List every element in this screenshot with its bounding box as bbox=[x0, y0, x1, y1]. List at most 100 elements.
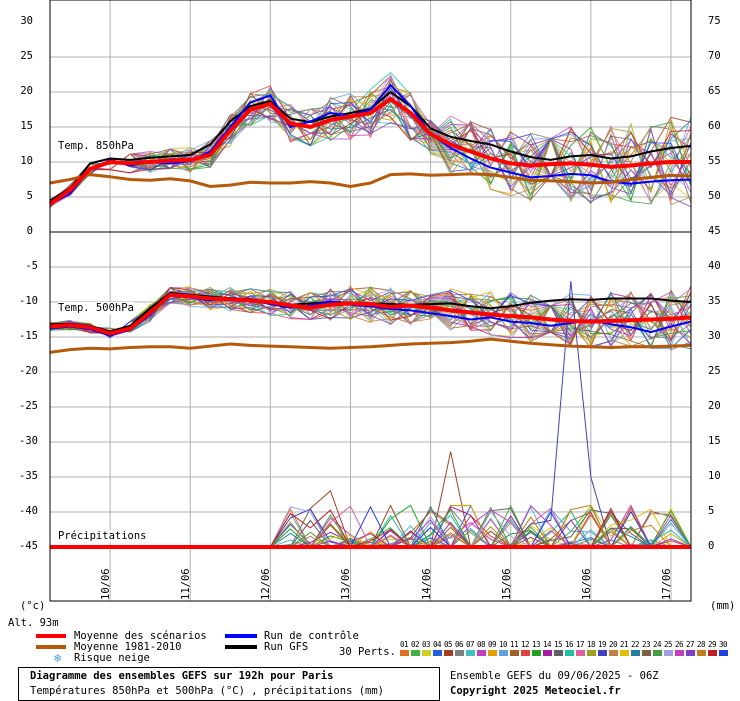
altitude-label: Alt. 93m bbox=[8, 617, 59, 629]
ensemble-member-line bbox=[49, 99, 692, 203]
pert-swatch bbox=[708, 650, 717, 656]
pert-number: 29 bbox=[708, 640, 717, 649]
legend-clim-label: Moyenne 1981-2010 bbox=[74, 641, 182, 653]
legend-gfs-swatch bbox=[225, 645, 257, 649]
pert-number: 21 bbox=[620, 640, 629, 649]
pert-number: 07 bbox=[466, 640, 475, 649]
pert-swatch bbox=[598, 650, 607, 656]
legend-mean-label: Moyenne des scénarios bbox=[74, 630, 207, 642]
pert-swatch bbox=[499, 650, 508, 656]
legend-perts-label: 30 Perts. bbox=[339, 646, 396, 658]
ytick-500-left: -10 bbox=[19, 295, 38, 307]
pert-swatch bbox=[488, 650, 497, 656]
ensemble-member-line bbox=[49, 75, 692, 207]
xtick-label: 10/06 bbox=[100, 568, 113, 600]
footer-copyright: Copyright 2025 Meteociel.fr bbox=[450, 685, 621, 697]
ytick-850-right: 55 bbox=[708, 155, 721, 167]
ytick-500-left: -35 bbox=[19, 470, 38, 482]
pert-number: 27 bbox=[686, 640, 695, 649]
pert-number: 04 bbox=[433, 640, 442, 649]
left-unit-label: (°c) bbox=[20, 600, 46, 612]
ensemble-member-line bbox=[49, 285, 692, 339]
ytick-850-right: 65 bbox=[708, 85, 721, 97]
ensemble-member-line bbox=[49, 86, 692, 208]
pert-number: 02 bbox=[411, 640, 420, 649]
legend-clim-swatch bbox=[36, 645, 66, 649]
pert-number: 16 bbox=[565, 640, 574, 649]
xtick-label: 12/06 bbox=[260, 568, 273, 600]
pert-number: 11 bbox=[510, 640, 519, 649]
ytick-500-left: -20 bbox=[19, 365, 38, 377]
ytick-500-right: 15 bbox=[708, 435, 721, 447]
pert-number: 05 bbox=[444, 640, 453, 649]
pert-number: 23 bbox=[642, 640, 651, 649]
pert-swatch bbox=[565, 650, 574, 656]
pert-swatch bbox=[477, 650, 486, 656]
ytick-500-left: -45 bbox=[19, 540, 38, 552]
ytick-500-right: 20 bbox=[708, 400, 721, 412]
ytick-500-right: 25 bbox=[708, 365, 721, 377]
ytick-500-left: -25 bbox=[19, 400, 38, 412]
pert-swatch bbox=[532, 650, 541, 656]
panel-label-500: Temp. 500hPa bbox=[58, 302, 134, 314]
xtick-label: 16/06 bbox=[580, 568, 593, 600]
pert-swatch bbox=[697, 650, 706, 656]
ytick-500-right: 0 bbox=[708, 540, 715, 552]
snowflake-icon: ❄ bbox=[54, 651, 62, 665]
footer-title: Diagramme des ensembles GEFS sur 192h po… bbox=[30, 670, 334, 682]
pert-swatch bbox=[686, 650, 695, 656]
xtick-label: 14/06 bbox=[420, 568, 433, 600]
pert-swatch bbox=[554, 650, 563, 656]
pert-swatch bbox=[631, 650, 640, 656]
ensemble-member-line bbox=[49, 92, 692, 203]
pert-swatch bbox=[675, 650, 684, 656]
ytick-500-right: 5 bbox=[708, 505, 715, 517]
pert-number: 14 bbox=[543, 640, 552, 649]
ytick-500-right: 40 bbox=[708, 260, 721, 272]
pert-swatch bbox=[466, 650, 475, 656]
ytick-850-right: 50 bbox=[708, 190, 721, 202]
xtick-label: 15/06 bbox=[500, 568, 513, 600]
pert-swatch bbox=[543, 650, 552, 656]
pert-swatch bbox=[653, 650, 662, 656]
panel-label-precip: Précipitations bbox=[58, 530, 147, 542]
pert-number: 12 bbox=[521, 640, 530, 649]
pert-swatch bbox=[576, 650, 585, 656]
legend-gfs-label: Run GFS bbox=[264, 641, 309, 653]
footer-ensemble: Ensemble GEFS du 09/06/2025 - 06Z bbox=[450, 670, 659, 682]
ensemble-member-line bbox=[49, 71, 692, 202]
pert-number: 06 bbox=[455, 640, 464, 649]
pert-number: 26 bbox=[675, 640, 684, 649]
legend-control-swatch bbox=[225, 634, 257, 638]
pert-swatch bbox=[521, 650, 530, 656]
ytick-500-left: -15 bbox=[19, 330, 38, 342]
pert-number: 25 bbox=[664, 640, 673, 649]
series-line-temp500 bbox=[49, 292, 692, 336]
pert-swatch bbox=[587, 650, 596, 656]
ytick-850-left: 15 bbox=[20, 120, 33, 132]
ytick-850-left: 30 bbox=[20, 15, 33, 27]
pert-swatch bbox=[455, 650, 464, 656]
ytick-850-left: 5 bbox=[26, 190, 33, 202]
series-line-temp850 bbox=[49, 172, 692, 189]
ytick-500-left: -40 bbox=[19, 505, 38, 517]
ensemble-member-line bbox=[49, 84, 692, 209]
ytick-850-right: 75 bbox=[708, 15, 721, 27]
ytick-850-left: 0 bbox=[26, 225, 33, 237]
pert-number: 19 bbox=[598, 640, 607, 649]
ytick-500-right: 10 bbox=[708, 470, 721, 482]
pert-number: 30 bbox=[719, 640, 728, 649]
ytick-500-right: 30 bbox=[708, 330, 721, 342]
pert-number: 09 bbox=[488, 640, 497, 649]
series-line-temp850 bbox=[48, 96, 691, 206]
ytick-500-left: -5 bbox=[25, 260, 38, 272]
ytick-850-right: 70 bbox=[708, 50, 721, 62]
pert-number: 08 bbox=[477, 640, 486, 649]
xtick-label: 17/06 bbox=[660, 568, 673, 600]
ytick-850-left: 20 bbox=[20, 85, 33, 97]
pert-swatch bbox=[620, 650, 629, 656]
ytick-850-right: 45 bbox=[708, 225, 721, 237]
pert-number: 15 bbox=[554, 640, 563, 649]
ytick-850-left: 25 bbox=[20, 50, 33, 62]
pert-number: 22 bbox=[631, 640, 640, 649]
